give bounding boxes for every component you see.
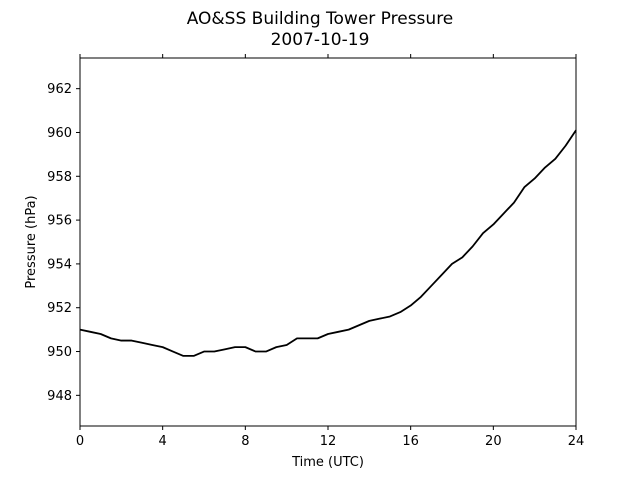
y-tick-label: 962 [47,82,72,97]
x-tick-label: 0 [76,434,84,449]
pressure-series-line [79,129,577,357]
y-tick-label: 948 [47,389,72,404]
x-tick-label: 24 [568,434,585,449]
y-tick-label: 956 [47,214,72,229]
y-axis-label: Pressure (hPa) [24,195,39,288]
plot-frame [79,57,577,427]
x-tick-label: 12 [320,434,337,449]
y-tick-label: 954 [47,257,72,272]
x-axis-label: Time (UTC) [291,455,364,470]
y-tick-label: 958 [47,170,72,185]
x-tick-label: 4 [159,434,167,449]
chart-title: AO&SS Building Tower Pressure [187,9,454,29]
y-tick-label: 960 [47,126,72,141]
y-tick-label: 952 [47,301,72,316]
x-tick-label: 20 [485,434,502,449]
x-tick-label: 8 [241,434,249,449]
axis-ticks: 0 4 8 12 16 20 24 948 950 952 954 956 958 960 962 [47,54,584,449]
y-tick-label: 950 [47,345,72,360]
plot-area [79,129,577,357]
chart-subtitle: 2007-10-19 [271,30,370,50]
x-tick-label: 16 [402,434,419,449]
